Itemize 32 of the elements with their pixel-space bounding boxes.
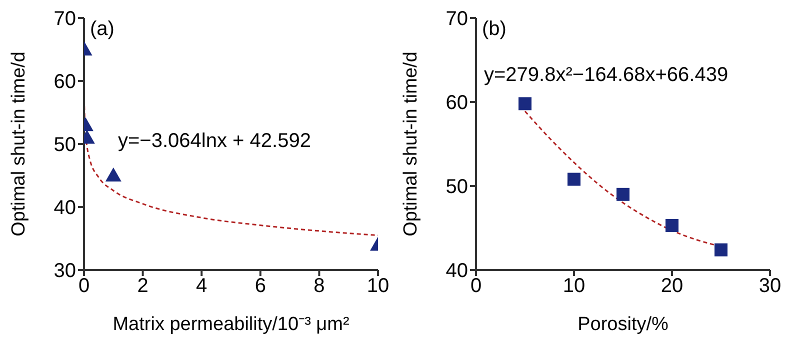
- annotation: y=−3.064lnx + 42.592: [118, 130, 311, 153]
- y-tick-label: 60: [446, 92, 468, 114]
- x-tick-label: 2: [137, 275, 148, 298]
- y-tick-label: 30: [54, 260, 76, 282]
- y-tick-label: 70: [54, 8, 76, 30]
- x-tick-label: 10: [366, 275, 390, 298]
- annotation: y=279.8x²−164.68x+66.439: [484, 64, 728, 87]
- y-tick-label: 60: [54, 71, 76, 94]
- point: [714, 243, 728, 256]
- y-tick-label: 70: [446, 8, 468, 30]
- point: [666, 218, 678, 232]
- x-axis-title: Porosity/%: [578, 314, 669, 335]
- x-tick-label: 8: [314, 275, 325, 298]
- point: [568, 172, 580, 186]
- y-axis-title: Optimal shut-in time/d: [400, 52, 422, 236]
- x-tick-label: 0: [470, 275, 482, 298]
- x-tick-label: 4: [196, 275, 208, 298]
- y-tick-label: 40: [446, 260, 468, 282]
- x-tick-label: 10: [562, 275, 586, 298]
- y-axis-title: Optimal shut-in time/d: [8, 52, 30, 236]
- point: [518, 97, 532, 110]
- x-tick-label: 6: [254, 275, 266, 298]
- x-tick-label: 20: [660, 275, 684, 298]
- x-tick-label: 30: [758, 275, 782, 298]
- y-tick-label: 50: [54, 134, 76, 156]
- y-tick-label: 50: [446, 176, 468, 198]
- y-tick-label: 40: [54, 197, 76, 220]
- x-axis-title: Matrix permeability/10⁻³ μm²: [112, 314, 350, 335]
- chart-title: (a): [90, 18, 114, 41]
- chart-title: (b): [482, 18, 506, 41]
- point: [616, 188, 630, 201]
- x-tick-label: 0: [78, 275, 90, 298]
